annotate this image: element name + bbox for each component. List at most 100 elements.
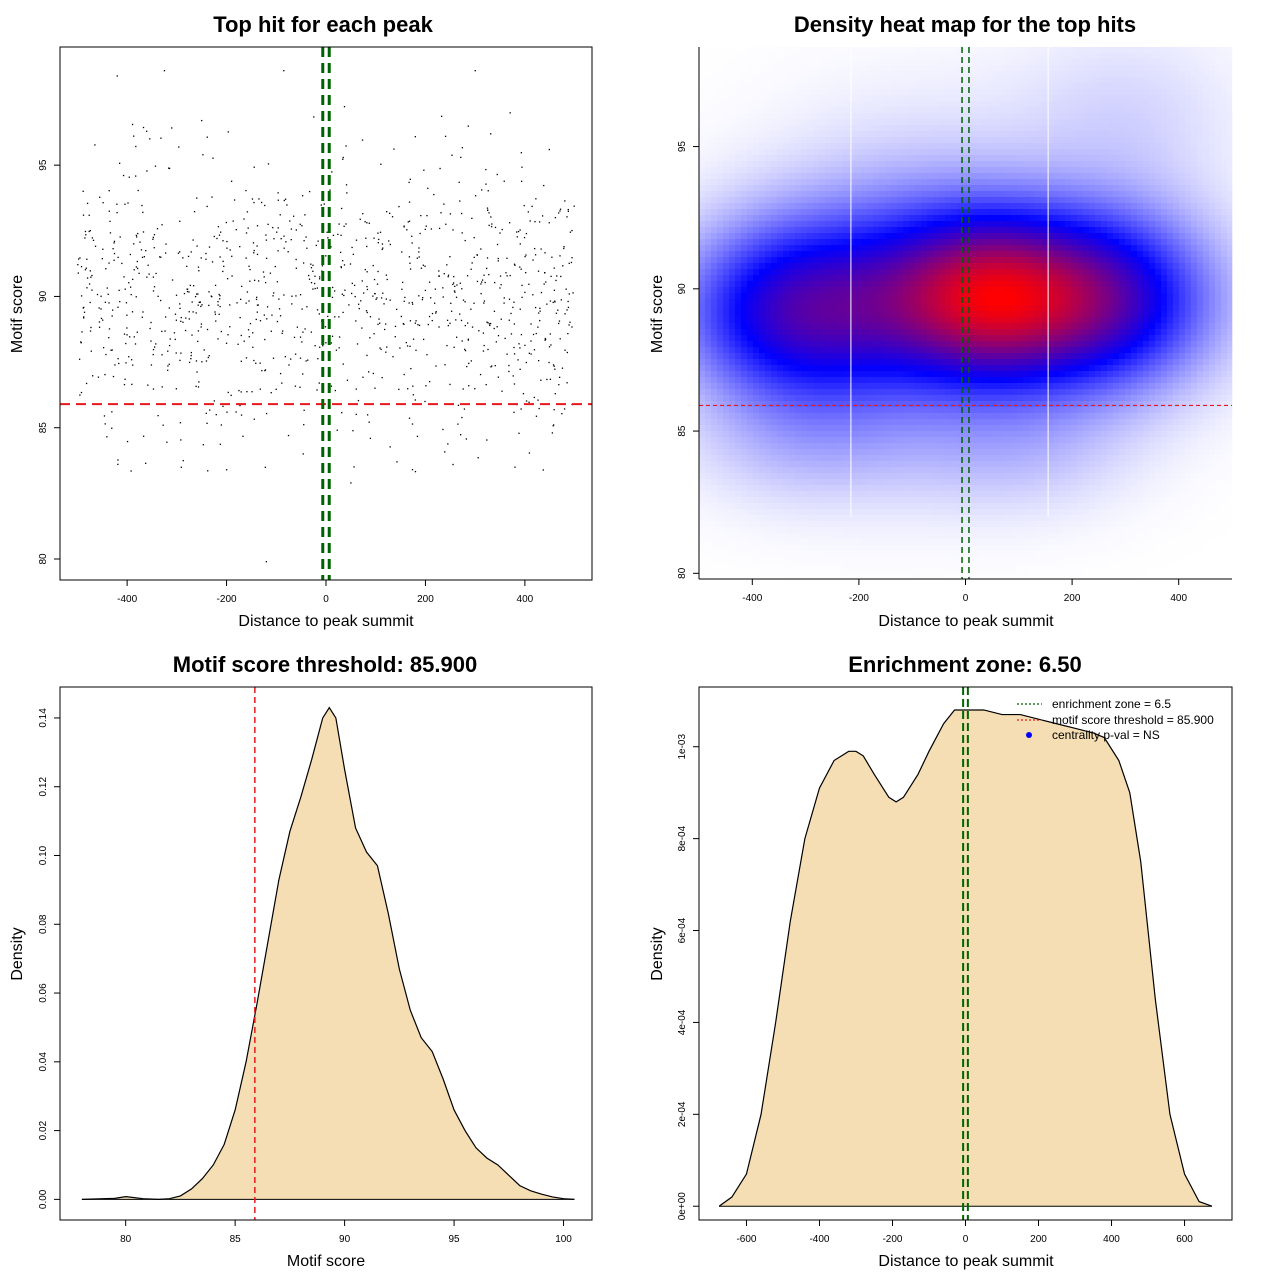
heatmap-cell [705,287,712,294]
heatmap-cell [1113,89,1120,96]
heatmap-cell [1083,65,1090,72]
heatmap-cell [825,251,832,258]
heatmap-cell [963,107,970,114]
scatter-point [197,386,200,388]
scatter-point [200,257,202,259]
heatmap-cell [1101,53,1108,60]
heatmap-cell [795,77,802,84]
heatmap-cell [969,287,976,294]
scatter-point [490,366,492,368]
heatmap-cell [711,305,718,312]
heatmap-cell [1077,281,1084,288]
heatmap-cell [927,89,934,96]
heatmap-cell [897,191,904,198]
heatmap-cell [1107,137,1114,144]
scatter-point [235,411,237,413]
scatter-point [537,326,539,328]
heatmap-cell [939,179,946,186]
heatmap-cell [927,191,934,198]
scatter-point [155,272,157,275]
heatmap-cell [1173,53,1180,60]
scatter-point [509,274,511,277]
heatmap-cell [1095,53,1102,60]
heatmap-cell [963,197,970,204]
heatmap-cell [1053,227,1060,234]
heatmap-cell [1167,131,1174,138]
heatmap-cell [921,149,928,156]
heatmap-cell [1191,149,1198,156]
heatmap-cell [1173,119,1180,126]
scatter-point [145,130,148,132]
heatmap-cell [891,113,898,120]
heatmap-cell [993,149,1000,156]
heatmap-cell [1161,203,1168,210]
heatmap-cell [795,65,802,72]
heatmap-cell [1101,47,1108,54]
heatmap-cell [993,269,1000,276]
heatmap-cell [951,287,958,294]
heatmap-cell [915,203,922,210]
heatmap-cell [987,215,994,222]
heatmap-cell [1065,119,1072,126]
heatmap-cell [1203,245,1210,252]
heatmap-cell [1065,137,1072,144]
heatmap-cell [1185,53,1192,60]
scatter-point [338,336,341,338]
heatmap-cell [1203,287,1210,294]
heatmap-cell [969,95,976,102]
heatmap-cell [1041,95,1048,102]
heatmap-cell [933,173,940,180]
heatmap-cell [867,125,874,132]
heatmap-cell [1029,59,1036,66]
scatter-point [320,204,322,206]
heatmap-cell [909,47,916,54]
scatter-point [409,262,411,264]
scatter-point [389,446,391,448]
heatmap-cell [981,167,988,174]
heatmap-cell [933,113,940,120]
heatmap-cell [765,131,772,138]
heatmap-cell [1221,113,1228,120]
heatmap-cell [789,47,796,54]
heatmap-cell [903,89,910,96]
heatmap-cell [759,215,766,222]
heatmap-cell [1161,269,1168,276]
heatmap-cell [1041,143,1048,150]
scatter-point [218,313,220,315]
heatmap-cell [1029,191,1036,198]
scatter-point [188,291,190,293]
heatmap-cell [1005,275,1012,282]
heatmap-cell [915,47,922,54]
scatter-point [497,334,500,337]
heatmap-cell [969,239,976,246]
heatmap-cell [1125,113,1132,120]
scatter-point [86,277,89,279]
heatmap-cell [939,89,946,96]
heatmap-cell [1167,113,1174,120]
scatter-point [124,378,126,380]
scatter-point [466,275,469,277]
scatter-point [202,154,204,156]
heatmap-cell [813,47,820,54]
heatmap-cell [891,203,898,210]
heatmap-cell [909,137,916,144]
heatmap-cell [1101,197,1108,204]
heatmap-cell [1155,71,1162,78]
scatter-point [245,257,247,259]
scatter-point [404,296,406,299]
heatmap-cell [993,47,1000,54]
heatmap-cell [1029,113,1036,120]
heatmap-cell [1143,71,1150,78]
heatmap-cell [1023,179,1030,186]
heatmap-cell [759,203,766,210]
scatter-point [89,330,92,332]
scatter-point [532,294,534,296]
heatmap-cell [909,251,916,258]
heatmap-cell [789,263,796,270]
heatmap-cell [1095,233,1102,240]
heatmap-cell [1083,233,1090,240]
heatmap-cell [711,227,718,234]
scatter-point [211,196,213,198]
scatter-point [425,225,427,227]
scatter-point [220,424,222,426]
